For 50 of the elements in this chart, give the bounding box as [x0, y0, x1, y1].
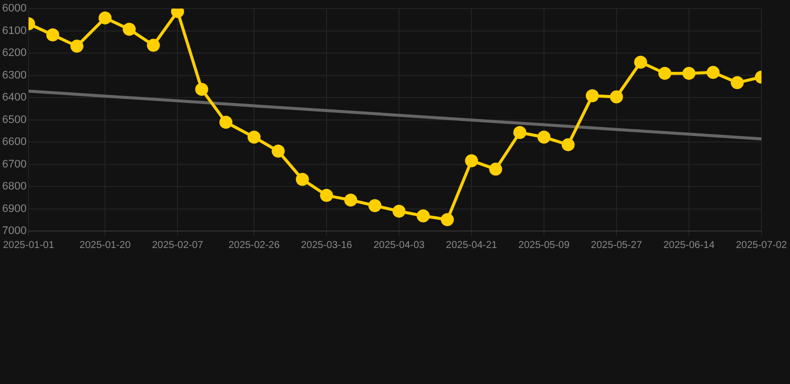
- point: [416, 209, 430, 222]
- point: [658, 66, 672, 80]
- y-tick-label: 6600: [2, 136, 27, 148]
- point: [46, 28, 60, 42]
- y-tick-label: 6100: [2, 24, 27, 37]
- y-tick-label: 6800: [2, 180, 27, 193]
- point: [70, 40, 84, 53]
- point: [368, 199, 382, 212]
- point: [219, 116, 232, 129]
- point: [489, 162, 502, 176]
- point: [98, 11, 112, 24]
- x-tick-label: 2025-04-21: [446, 240, 498, 251]
- y-tick-label: 6900: [2, 202, 27, 215]
- point: [465, 154, 478, 168]
- point: [195, 82, 208, 96]
- point: [730, 76, 744, 90]
- point: [248, 130, 261, 144]
- y-tick-label: 6000: [2, 2, 27, 15]
- y-tick-label: 6700: [2, 158, 27, 170]
- point: [320, 188, 334, 202]
- y-tick-label: 6300: [2, 69, 27, 82]
- point: [610, 90, 623, 104]
- y-tick-label: 7000: [2, 225, 27, 238]
- x-tick-label: 2025-05-09: [518, 240, 570, 251]
- point: [146, 38, 160, 52]
- x-tick-label: 2025-04-03: [373, 240, 426, 251]
- point: [272, 144, 285, 158]
- x-tick-label: 2025-02-07: [152, 240, 204, 251]
- x-tick-label: 2025-06-14: [663, 240, 715, 251]
- point: [392, 204, 406, 218]
- y-tick-label: 6400: [2, 92, 27, 104]
- x-tick-label: 2025-05-27: [590, 240, 642, 251]
- point: [586, 89, 599, 102]
- x-tick-label: 2025-01-20: [80, 240, 132, 251]
- x-tick-label: 2025-03-16: [300, 240, 353, 251]
- y-tick-label: 6200: [2, 47, 27, 60]
- x-tick-label: 2025-02-26: [228, 240, 280, 251]
- point: [537, 130, 550, 144]
- point: [706, 66, 720, 79]
- point: [634, 56, 648, 69]
- point: [562, 138, 575, 152]
- x-tick-label: 2025-01-01: [3, 240, 55, 251]
- point: [682, 66, 696, 80]
- point: [344, 194, 358, 207]
- point: [513, 126, 526, 139]
- point: [440, 213, 454, 226]
- point: [122, 22, 136, 36]
- point: [296, 172, 309, 186]
- y-tick-label: 6500: [2, 114, 27, 126]
- x-tick-label: 2025-07-02: [736, 240, 788, 251]
